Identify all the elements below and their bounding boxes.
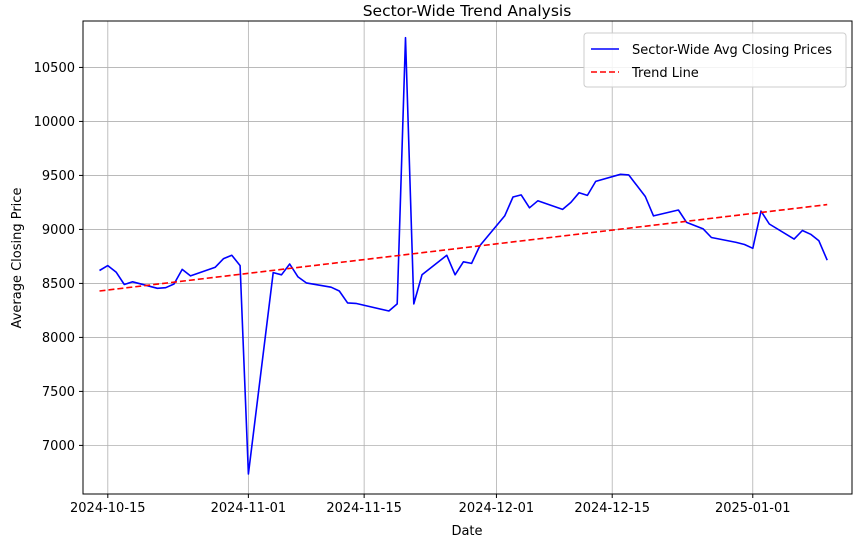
y-tick-label: 8000 [42,331,75,346]
y-tick-label: 9500 [42,169,75,184]
grid-lines [83,21,852,494]
series-layer [99,36,828,475]
y-axis-label: Average Closing Price [10,188,25,329]
legend: Sector-Wide Avg Closing Prices Trend Lin… [583,32,847,88]
x-axis-label: Date [451,524,482,539]
series-line-2 [99,203,828,292]
y-tick-label: 7500 [42,385,75,400]
x-tick-label: 2024-12-01 [459,501,535,516]
plot-frame [82,20,853,495]
x-tick-label: 2024-10-15 [70,501,146,516]
x-tick-label: 2024-12-15 [574,501,650,516]
x-tick-label: 2025-01-01 [715,501,791,516]
y-tick-label: 10500 [34,61,75,76]
chart-title: Sector-Wide Trend Analysis [363,2,572,20]
y-tick-label: 9000 [42,223,75,238]
y-tick-label: 7000 [42,439,75,454]
y-tick-label: 10000 [34,115,75,130]
x-tick-label: 2024-11-01 [211,501,287,516]
tick-layer: 2024-10-15 2024-11-01 2024-11-15 2024-12-01… [34,61,791,516]
legend-label-series-1: Sector-Wide Avg Closing Prices [632,43,832,58]
y-tick-label: 8500 [42,277,75,292]
legend-box [583,32,847,88]
x-tick-label: 2024-11-15 [326,501,402,516]
legend-label-series-2: Trend Line [631,66,699,81]
series-line-1 [99,36,828,475]
